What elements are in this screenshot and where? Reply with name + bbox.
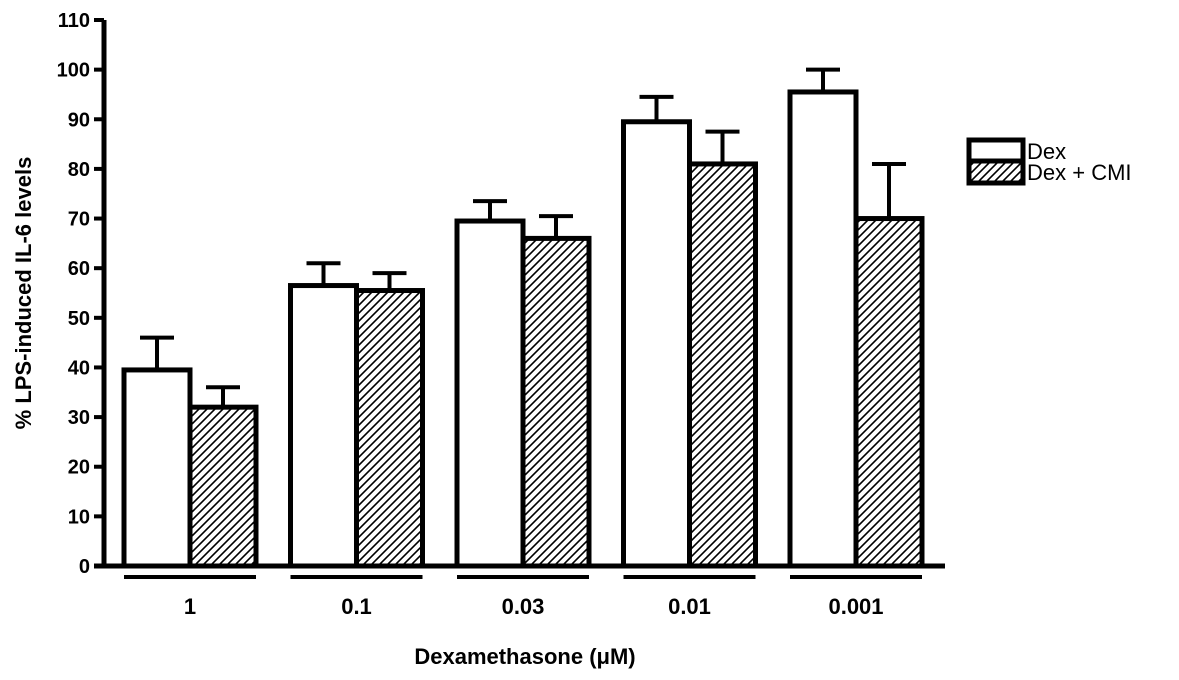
bar-dex [787,89,859,569]
category-label: 0.01 [668,594,711,619]
y-tick-label: 10 [68,506,90,528]
y-tick-label: 80 [68,159,90,181]
category-label: 1 [184,594,196,619]
category-label: 0.03 [502,594,545,619]
legend-label-dex-cmi: Dex + CMI [1027,160,1132,185]
category-label: 0.001 [828,594,883,619]
category-label: 0.1 [341,594,372,619]
y-tick-label: 60 [68,258,90,280]
bar-dex [621,119,692,569]
bar-dex-cmi [354,288,425,569]
y-tick-label: 70 [68,209,90,231]
y-tick-label: 20 [68,457,90,479]
y-tick-label: 90 [68,109,90,131]
bar-dex [121,367,193,569]
labels-group: 0 10 20 30 40 50 60 70 80 90 100 110 1 0.1 0.03 0.01 0.0… [11,10,884,669]
y-tick-label: 0 [79,556,90,578]
legend-swatch-dex-cmi [966,158,1026,186]
bar-dex [454,218,526,569]
y-tick-label: 40 [68,357,90,379]
bar-dex-cmi [187,404,259,569]
error-bars-group [140,67,906,408]
y-tick-label: 100 [57,60,90,82]
bar-dex-cmi [520,235,592,569]
legend-label-dex: Dex [1027,139,1066,164]
y-tick-label: 30 [68,407,90,429]
y-tick-label: 50 [68,308,90,330]
bar-dex-cmi [853,216,925,569]
y-axis-title: % LPS-induced IL-6 levels [11,157,36,430]
y-tick-label: 110 [58,10,90,32]
bar-dex-cmi [687,161,758,569]
x-axis-title: Dexamethasone (μM) [414,644,635,669]
bars-group [121,89,925,569]
bar-dex [288,283,359,569]
